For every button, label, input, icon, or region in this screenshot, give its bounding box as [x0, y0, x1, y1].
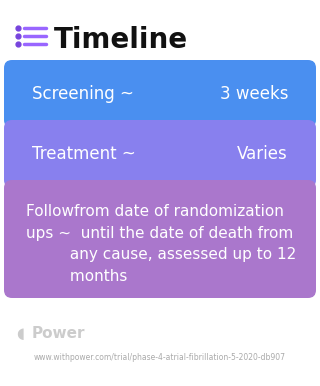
- Text: Treatment ~: Treatment ~: [32, 145, 136, 163]
- Text: www.withpower.com/trial/phase-4-atrial-fibrillation-5-2020-db907: www.withpower.com/trial/phase-4-atrial-f…: [34, 354, 286, 362]
- Text: Screening ~: Screening ~: [32, 85, 134, 103]
- Text: Followfrom date of randomization
ups ~  until the date of death from
         an: Followfrom date of randomization ups ~ u…: [26, 204, 296, 284]
- Text: Power: Power: [32, 327, 85, 342]
- FancyBboxPatch shape: [4, 180, 316, 298]
- FancyBboxPatch shape: [4, 120, 316, 188]
- Text: 3 weeks: 3 weeks: [220, 85, 288, 103]
- Text: Varies: Varies: [237, 145, 288, 163]
- Text: Timeline: Timeline: [54, 26, 188, 54]
- Text: ◖: ◖: [16, 327, 24, 342]
- FancyBboxPatch shape: [4, 60, 316, 128]
